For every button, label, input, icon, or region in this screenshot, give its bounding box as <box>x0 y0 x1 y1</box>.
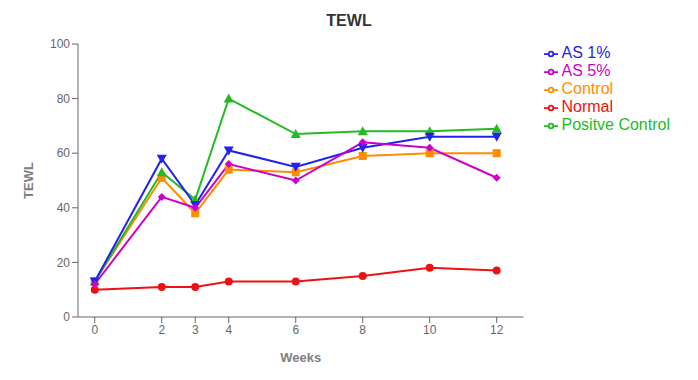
svg-text:80: 80 <box>57 92 71 106</box>
svg-text:40: 40 <box>57 201 71 215</box>
html-text:Positve Control: Positve Control <box>561 116 670 133</box>
svg-text:10: 10 <box>423 323 437 337</box>
svg-text:0: 0 <box>63 310 70 324</box>
svg-text:TEWL: TEWL <box>21 162 36 199</box>
html-text:Normal: Normal <box>561 98 614 115</box>
svg-text:100: 100 <box>50 37 70 51</box>
svg-text:4: 4 <box>225 323 232 337</box>
html-text:AS 5%: AS 5% <box>561 62 611 79</box>
html-text:TEWL: TEWL <box>326 12 372 29</box>
svg-text:12: 12 <box>490 323 504 337</box>
svg-text:0: 0 <box>91 323 98 337</box>
svg-text:8: 8 <box>359 323 366 337</box>
svg-text:Weeks: Weeks <box>280 350 321 365</box>
svg-text:3: 3 <box>192 323 199 337</box>
svg-text:6: 6 <box>292 323 299 337</box>
html-text:AS 1%: AS 1% <box>561 44 611 61</box>
svg-text:2: 2 <box>158 323 165 337</box>
svg-text:60: 60 <box>57 146 71 160</box>
svg-text:20: 20 <box>57 256 71 270</box>
html-text:Control: Control <box>561 80 614 97</box>
